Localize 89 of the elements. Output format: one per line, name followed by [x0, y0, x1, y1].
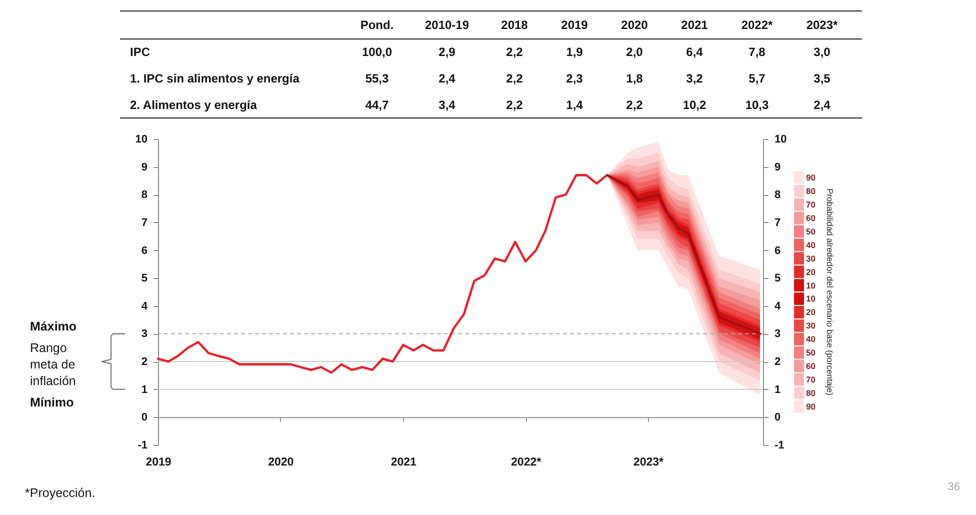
legend-label: 60	[806, 212, 816, 223]
text: Máximo	[30, 320, 77, 334]
y-tick-label: 10	[135, 134, 148, 146]
x-tick-label: 2023*	[806, 18, 838, 32]
x-tick-label: 2021	[681, 18, 708, 32]
text: Mínimo	[30, 395, 74, 410]
data-label: 7,8	[748, 45, 766, 60]
data-label: 3,2	[686, 72, 704, 86]
y-tick-label: 3	[141, 328, 148, 340]
y-tick-label: IPC	[130, 45, 150, 60]
x-tick-label: 2020	[621, 18, 648, 32]
text: 36	[948, 481, 960, 493]
x-tick-label: 2021	[390, 456, 418, 468]
y-tick-label: 1. IPC sin alimentos y energía	[130, 72, 300, 86]
text: 90	[806, 401, 816, 412]
data-label: 100,0	[362, 45, 392, 60]
data-label: 2,2	[506, 98, 524, 112]
data-label: 55,3	[365, 72, 389, 86]
text: 10	[806, 294, 816, 304]
data-label: 2,2	[506, 45, 524, 60]
y-tick-label: 4	[141, 300, 148, 312]
legend-label: 70	[806, 200, 816, 210]
data-label: 10,3	[745, 98, 769, 112]
y-tick-label: 2. Alimentos y energía	[130, 98, 258, 112]
text: 40	[806, 334, 816, 344]
legend-label: 20	[806, 266, 816, 277]
data-label: 3,4	[438, 98, 456, 112]
legend-label: 80	[806, 186, 816, 196]
y2-tick-label: 10	[774, 134, 787, 146]
data-label: 1,4	[566, 98, 584, 112]
x-tick-label: 2023*	[633, 456, 664, 468]
x-tick-label: 2019	[146, 456, 172, 468]
data-label: 2,2	[506, 72, 524, 86]
text: 80	[806, 388, 816, 398]
legend-label: 50	[806, 226, 816, 236]
line-series	[156, 174, 608, 374]
y2-tick-label: 1	[774, 384, 781, 396]
legend-label: 30	[806, 253, 816, 264]
legend-label: 90	[806, 172, 816, 183]
y2-tick-label: 6	[774, 244, 781, 257]
y-tick-label: 9	[141, 161, 148, 174]
y2-tick-label: -1	[774, 440, 784, 452]
x-tick-label: 2022*	[741, 18, 774, 32]
data-label: 6,4	[686, 45, 704, 60]
y-tick-label: 5	[141, 272, 148, 285]
data-label: 1,8	[626, 72, 644, 86]
text: Rango meta de inflación	[30, 341, 76, 388]
y-tick-label: -1	[138, 440, 148, 452]
y-tick-label: 7	[141, 216, 148, 229]
y-tick-label: 2	[141, 356, 148, 368]
x-tick-label: Pond.	[360, 18, 394, 32]
text: 70	[806, 374, 816, 384]
y2-tick-label: 2	[774, 356, 781, 368]
y2-tick-label: 7	[774, 216, 781, 229]
text: 60	[806, 361, 816, 372]
y-tick-label: 6	[141, 244, 148, 257]
y2-tick-label: 8	[774, 189, 781, 202]
data-label: 2,4	[438, 72, 456, 86]
y2-tick-label: 4	[774, 300, 782, 312]
data-label: 2,4	[814, 98, 831, 112]
y-tick-label: 1	[141, 384, 148, 396]
text: 30	[806, 320, 816, 331]
legend-label: 10	[806, 280, 816, 290]
text: 20	[806, 307, 816, 318]
y2-tick-label: 0	[774, 412, 781, 424]
y-tick-label: 0	[141, 412, 148, 424]
data-label: 1,9	[566, 45, 584, 60]
data-label: 2,2	[626, 98, 644, 112]
data-label: 2,0	[626, 45, 644, 60]
legend-label: 40	[806, 240, 816, 250]
data-label: 10,2	[682, 98, 706, 112]
x-tick-label: 2020	[268, 456, 294, 468]
y-tick-label: 8	[141, 189, 148, 202]
y2-tick-label: 3	[774, 328, 781, 340]
text: 50	[806, 348, 816, 358]
data-label: 44,7	[365, 98, 389, 112]
data-label: 2,3	[566, 72, 584, 86]
x-tick-label: 2022*	[511, 456, 542, 468]
x-tick-label: 2018	[501, 18, 528, 32]
legend-title: Probabilidad alrededor del escenario base (porcentaje)	[825, 188, 835, 396]
text: *Proyección.	[25, 486, 96, 500]
x-tick-label: 2010-19	[424, 18, 470, 32]
y2-tick-label: 9	[774, 161, 781, 174]
x-tick-label: 2019	[561, 18, 588, 32]
data-label: 2,9	[438, 45, 456, 60]
y2-tick-label: 5	[774, 272, 781, 285]
data-label: 3,0	[814, 45, 831, 60]
data-label: 3,5	[814, 72, 831, 86]
data-label: 5,7	[748, 72, 766, 86]
